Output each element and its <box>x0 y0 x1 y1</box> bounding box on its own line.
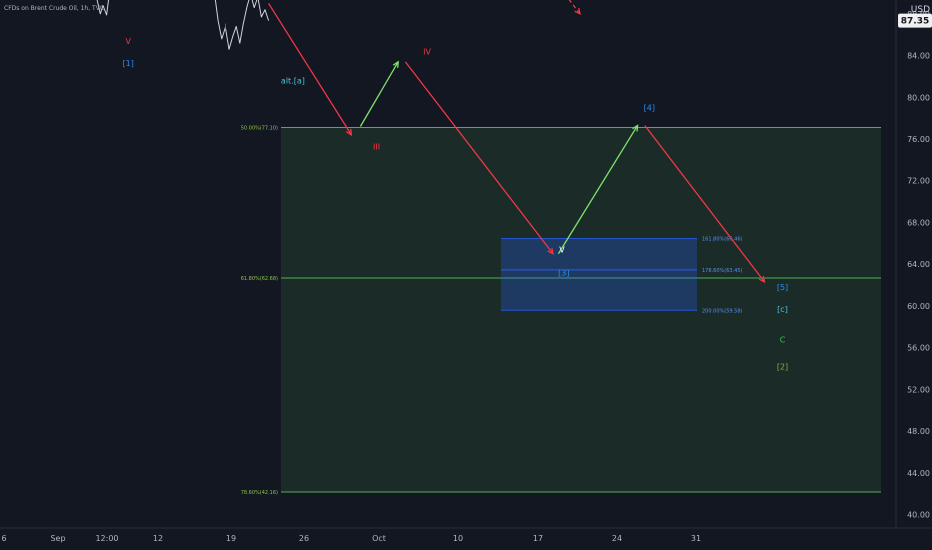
fib-level-label: 178.60%(63.45) <box>702 268 743 274</box>
price-tick-label: 40.00 <box>907 511 930 520</box>
price-series-line <box>96 0 270 50</box>
wave-label: IV <box>423 47 431 56</box>
wave-label: V <box>559 246 565 255</box>
price-tick-label: 60.00 <box>907 302 930 311</box>
zone-layer: 50.00%(77.10) 61.80%(62.68) 78.60%(42.16) <box>241 126 881 496</box>
time-tick-label: 10 <box>453 534 463 543</box>
svg-text:87.35: 87.35 <box>901 17 929 27</box>
price-tick-label: 48.00 <box>907 427 930 436</box>
wave-label: V <box>125 37 131 46</box>
time-tick-label: 31 <box>691 534 701 543</box>
price-tick-label: 72.00 <box>907 177 930 186</box>
fib-box-lower <box>501 238 697 311</box>
time-tick-label: 17 <box>533 534 543 543</box>
price-axis-panel[interactable] <box>896 0 932 528</box>
current-price-tag: 87.35 <box>898 13 932 28</box>
projection-arrowhead-icon <box>547 247 554 255</box>
price-tick-label: 68.00 <box>907 218 930 227</box>
projection-line <box>359 61 399 127</box>
fib-level-label: 161.80%(66.46) <box>702 237 743 243</box>
fib-level-label: 200.00%(59.58) <box>702 308 743 314</box>
time-tick-label: 19 <box>226 534 236 543</box>
time-tick-label: Sep <box>50 534 65 543</box>
price-tick-label: 80.00 <box>907 93 930 102</box>
time-tick-label: 12:00 <box>95 534 118 543</box>
wave-label: [2] <box>777 362 788 371</box>
wave-label: [5] <box>777 283 788 292</box>
projection-arrowhead-icon <box>574 7 581 16</box>
time-tick-label: 6 <box>1 534 6 543</box>
wave-label: [c] <box>777 305 788 314</box>
wave-label: C <box>780 335 786 344</box>
zone-level-label: 50.00%(77.10) <box>241 126 278 132</box>
target-zone <box>281 127 881 492</box>
symbol-title[interactable]: CFDs on Brent Crude Oil, 1h, TVC <box>4 5 104 12</box>
wave-label-layer: [b][c]VIIIVIIIIIVV[1][2]IIIalt.[a]IIIIVa… <box>123 22 789 371</box>
wave-label: [3] <box>558 269 569 278</box>
time-tick-label: Oct <box>372 534 386 543</box>
projection-line <box>268 3 352 136</box>
projection-arrowhead-icon <box>632 124 639 132</box>
time-axis[interactable]: 6 Sep 12:00 12 19 26 Oct 10 17 24 31 <box>1 534 701 543</box>
projection-line <box>644 125 766 283</box>
price-tick-label: 52.00 <box>907 385 930 394</box>
wave-label: alt.[a] <box>281 77 305 86</box>
wave-label: III <box>373 142 380 151</box>
price-layer <box>96 0 270 50</box>
projection-line <box>557 125 639 255</box>
fib-layer: 88.70%(103.37)78.60%(101.54)61.80%(98.48… <box>501 237 743 314</box>
price-tick-label: 76.00 <box>907 135 930 144</box>
zone-level-label: 78.60%(42.16) <box>241 490 278 496</box>
projection-line <box>404 61 554 255</box>
projection-arrowhead-icon <box>758 275 766 284</box>
price-tick-label: 64.00 <box>907 260 930 269</box>
wave-label: [1] <box>123 59 134 68</box>
wave-label: [4] <box>644 104 655 113</box>
time-tick-label: 12 <box>153 534 163 543</box>
price-axis-unit: USD <box>911 5 930 15</box>
projection-arrowhead-icon <box>345 128 353 137</box>
price-tick-label: 44.00 <box>907 469 930 478</box>
wave-label: I <box>224 22 226 31</box>
time-tick-label: 24 <box>612 534 622 543</box>
projection-layer <box>268 0 766 284</box>
zone-level-label: 61.80%(62.68) <box>241 276 278 282</box>
price-tick-label: 56.00 <box>907 344 930 353</box>
projection-arrowhead-icon <box>392 60 399 68</box>
price-tick-label: 84.00 <box>907 52 930 61</box>
time-tick-label: 26 <box>299 534 309 543</box>
